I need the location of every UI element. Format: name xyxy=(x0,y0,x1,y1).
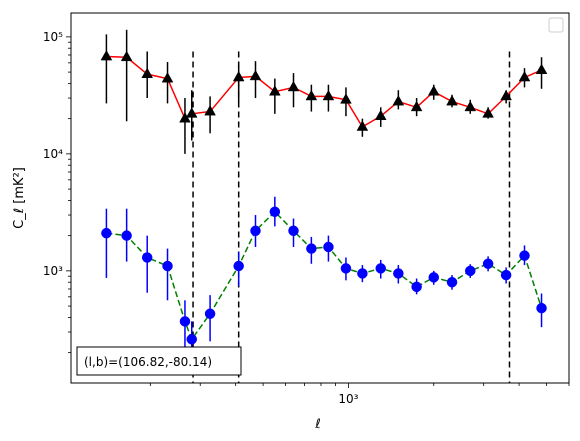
series-0-point xyxy=(120,50,133,62)
series-1-point xyxy=(375,263,386,274)
y-axis-label: C_ℓ [mK²] xyxy=(12,167,27,229)
series-1-point xyxy=(428,272,440,283)
series-0-point xyxy=(500,89,512,101)
series-1-point xyxy=(250,225,261,237)
series-0-point xyxy=(269,85,281,96)
series-1-point xyxy=(233,260,244,272)
series-1-point xyxy=(519,250,530,261)
series-0-point xyxy=(232,70,245,82)
series-1-point xyxy=(500,269,512,281)
data-series-layer xyxy=(100,29,548,368)
series-0-point xyxy=(141,67,154,79)
series-0-point xyxy=(446,95,458,106)
series-0-point xyxy=(374,109,387,121)
series-0-point xyxy=(204,105,216,116)
axis-ticks: 10³ 10⁴ 10⁵ 10³ xyxy=(43,30,570,406)
series-0-point xyxy=(340,93,352,104)
series-0-point xyxy=(356,120,369,131)
series-0-point xyxy=(100,49,113,61)
plot-background xyxy=(71,13,569,383)
series-0-point xyxy=(410,100,423,112)
series-0-point xyxy=(185,107,198,118)
series-1-point xyxy=(393,268,404,279)
y-tick-label: 10⁵ xyxy=(43,30,63,44)
series-1-point xyxy=(288,225,299,237)
series-1 xyxy=(101,196,547,368)
vertical-reference-lines xyxy=(192,51,511,383)
series-1-point xyxy=(411,281,422,293)
series-1-point xyxy=(340,263,352,274)
series-1-point xyxy=(306,243,317,254)
series-1-point xyxy=(101,227,112,239)
series-0-point xyxy=(427,85,440,96)
series-0-point xyxy=(518,70,531,82)
series-1-point xyxy=(121,230,132,241)
series-0-point xyxy=(287,80,300,92)
annotation-box xyxy=(76,346,242,376)
series-0-point xyxy=(305,89,318,101)
series-0 xyxy=(100,29,548,154)
series-0-point xyxy=(161,72,174,83)
series-1-point xyxy=(269,206,281,218)
series-1-point xyxy=(357,268,368,279)
legend-box xyxy=(548,17,564,33)
series-0-point xyxy=(392,95,405,106)
y-tick-label: 10³ xyxy=(43,264,63,278)
series-1-point xyxy=(186,334,197,345)
series-1-point xyxy=(204,308,216,319)
series-0-point xyxy=(322,89,335,101)
series-1-point xyxy=(162,260,173,272)
x-tick-label: 10³ xyxy=(338,392,358,406)
series-0-point xyxy=(249,69,262,81)
series-1-point xyxy=(446,276,458,288)
series-1-point xyxy=(141,252,153,263)
series-1-point xyxy=(323,241,334,253)
series-0-point xyxy=(535,63,548,74)
x-axis-label: ℓ xyxy=(314,417,320,432)
series-1-point xyxy=(536,302,547,314)
y-tick-label: 10⁴ xyxy=(43,147,63,161)
annotation-text: (l,b)=(106.82,-80.14) xyxy=(84,355,212,369)
plot-frame xyxy=(70,12,570,384)
series-1-point xyxy=(464,265,476,277)
series-1-point xyxy=(179,316,191,327)
series-0-point xyxy=(464,100,477,112)
series-1-point xyxy=(482,258,494,270)
series-0-point xyxy=(482,107,494,118)
